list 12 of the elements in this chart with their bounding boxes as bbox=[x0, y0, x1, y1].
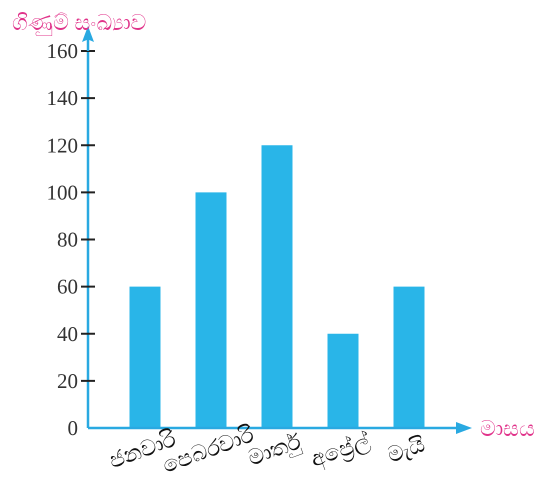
y-tick-label: 0 bbox=[68, 416, 78, 440]
y-tick-label: 20 bbox=[57, 368, 78, 393]
y-tick-label: 60 bbox=[57, 274, 78, 299]
y-tick-label: 160 bbox=[46, 39, 78, 63]
y-tick-label: 120 bbox=[46, 133, 78, 158]
y-axis-title: ගිණුම් සංඛ්‍යාව bbox=[12, 10, 146, 36]
x-axis-title: මාසය bbox=[480, 416, 535, 441]
y-tick-label: 80 bbox=[57, 228, 78, 252]
y-tick-label: 40 bbox=[57, 322, 78, 346]
y-tick-label: 140 bbox=[46, 86, 78, 110]
y-tick-label: 100 bbox=[46, 180, 78, 204]
x-tick-label: මැයි bbox=[384, 431, 428, 468]
